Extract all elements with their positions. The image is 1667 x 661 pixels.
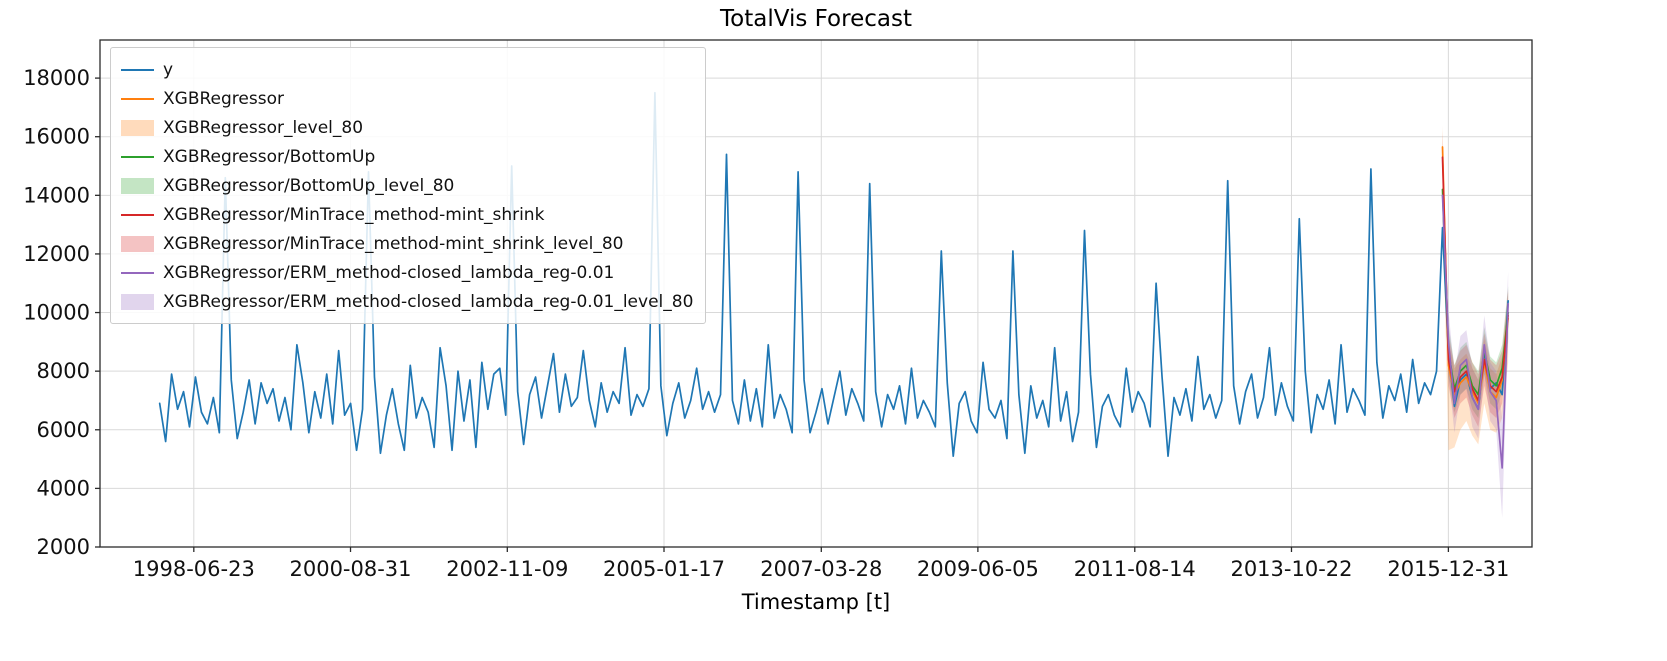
legend-label: XGBRegressor_level_80 bbox=[163, 117, 364, 138]
band-XGBRegressor/BottomUp_level_80 bbox=[1442, 166, 1509, 419]
x-axis-tick-label: 2011-08-14 bbox=[1074, 557, 1196, 581]
y-axis-tick-label: 2000 bbox=[37, 535, 90, 559]
legend-label: XGBRegressor/MinTrace_method-mint_shrink… bbox=[163, 233, 624, 254]
legend-patch-swatch bbox=[121, 235, 154, 252]
x-axis-tick-label: 2007-03-28 bbox=[760, 557, 882, 581]
legend-line-swatch bbox=[121, 155, 154, 158]
series-line-XGBRegressor/ERM_method-closed_lambda_reg-0.01 bbox=[1441, 194, 1509, 469]
y-axis-tick-label: 10000 bbox=[23, 301, 90, 325]
legend-item: XGBRegressor bbox=[121, 84, 693, 113]
legend-label: XGBRegressor/BottomUp_level_80 bbox=[163, 175, 455, 196]
legend-line-swatch bbox=[121, 97, 154, 100]
band-XGBRegressor/ERM_method-closed_lambda_reg-0.01_level_80 bbox=[1442, 168, 1509, 518]
legend-patch-swatch bbox=[121, 119, 154, 136]
x-axis-label: Timestamp [t] bbox=[741, 590, 891, 614]
legend-item: XGBRegressor_level_80 bbox=[121, 113, 693, 142]
axes-frame bbox=[99, 39, 1533, 548]
legend-line-swatch bbox=[121, 213, 154, 216]
chart-title: TotalVis Forecast bbox=[720, 6, 912, 32]
legend-patch-swatch bbox=[121, 177, 154, 194]
legend-item: XGBRegressor/BottomUp bbox=[121, 142, 693, 171]
legend-item: XGBRegressor/BottomUp_level_80 bbox=[121, 171, 693, 200]
legend-item: XGBRegressor/MinTrace_method-mint_shrink bbox=[121, 200, 693, 229]
x-axis-tick-label: 1998-06-23 bbox=[133, 557, 255, 581]
band-XGBRegressor/MinTrace_method-mint_shrink_level_80 bbox=[1442, 130, 1509, 427]
x-axis-tick-label: 2002-11-09 bbox=[446, 557, 568, 581]
y-axis-tick-label: 6000 bbox=[37, 418, 90, 442]
y-axis-tick-label: 8000 bbox=[37, 359, 90, 383]
x-axis-tick-label: 2000-08-31 bbox=[289, 557, 411, 581]
series-line-y bbox=[158, 91, 1509, 458]
legend-patch-swatch bbox=[121, 293, 154, 310]
legend-label: y bbox=[163, 59, 174, 80]
legend: y XGBRegressor XGBRegressor_level_80 XGBReg… bbox=[110, 47, 707, 324]
legend-label: XGBRegressor/MinTrace_method-mint_shrink bbox=[163, 204, 545, 225]
x-axis-tick-label: 2009-06-05 bbox=[917, 557, 1039, 581]
legend-label: XGBRegressor bbox=[163, 88, 284, 109]
legend-item: y bbox=[121, 55, 693, 84]
legend-label: XGBRegressor/ERM_method-closed_lambda_re… bbox=[163, 291, 694, 312]
y-axis-tick-label: 4000 bbox=[37, 476, 90, 500]
legend-item: XGBRegressor/ERM_method-closed_lambda_re… bbox=[121, 258, 693, 287]
legend-line-swatch bbox=[121, 271, 154, 274]
y-axis-tick-label: 14000 bbox=[23, 183, 90, 207]
legend-label: XGBRegressor/BottomUp bbox=[163, 146, 376, 167]
legend-item: XGBRegressor/MinTrace_method-mint_shrink… bbox=[121, 229, 693, 258]
legend-item: XGBRegressor/ERM_method-closed_lambda_re… bbox=[121, 287, 693, 316]
x-axis-tick-label: 2005-01-17 bbox=[603, 557, 725, 581]
x-axis-tick-label: 2015-12-31 bbox=[1387, 557, 1509, 581]
y-axis-tick-label: 18000 bbox=[23, 66, 90, 90]
band-XGBRegressor_level_80 bbox=[1442, 124, 1509, 451]
legend-line-swatch bbox=[121, 68, 154, 71]
y-axis-tick-label: 12000 bbox=[23, 242, 90, 266]
legend-label: XGBRegressor/ERM_method-closed_lambda_re… bbox=[163, 262, 615, 283]
x-axis-tick-label: 2013-10-22 bbox=[1230, 557, 1352, 581]
y-axis-tick-label: 16000 bbox=[23, 125, 90, 149]
